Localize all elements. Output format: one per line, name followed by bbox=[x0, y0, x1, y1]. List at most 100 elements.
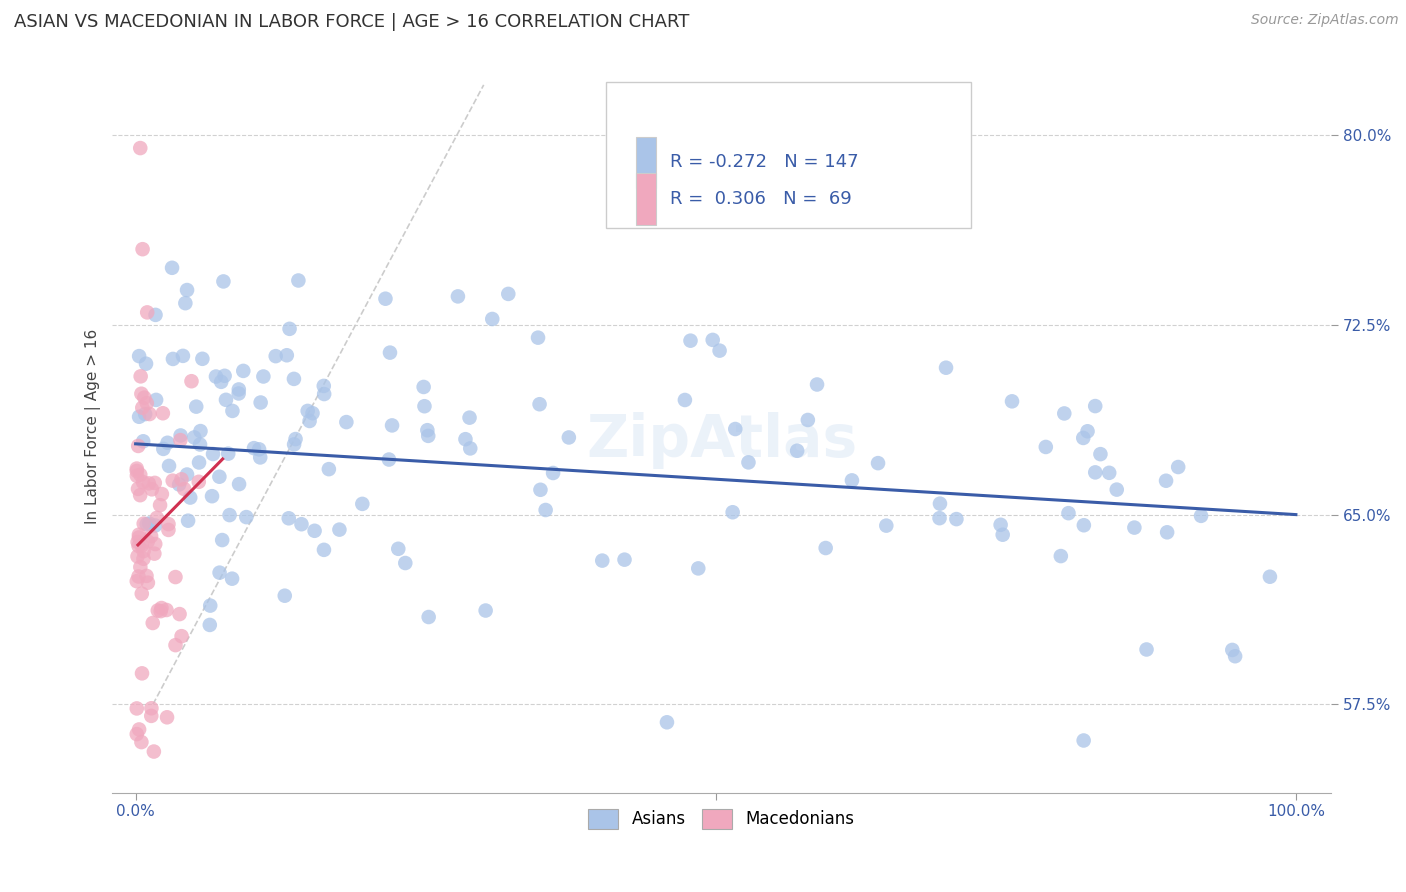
Point bbox=[418, 429, 440, 443]
Point bbox=[378, 452, 401, 467]
Point bbox=[128, 539, 150, 553]
Point bbox=[170, 472, 193, 486]
Point bbox=[228, 477, 250, 491]
Point bbox=[416, 423, 439, 437]
Point bbox=[149, 498, 172, 512]
Point bbox=[1073, 733, 1095, 747]
Point bbox=[481, 312, 503, 326]
Point bbox=[162, 351, 184, 366]
Point bbox=[135, 569, 157, 583]
Point bbox=[169, 607, 191, 621]
Point bbox=[125, 574, 148, 589]
Point bbox=[806, 377, 828, 392]
Point bbox=[412, 380, 434, 394]
Point bbox=[655, 715, 678, 730]
Point bbox=[928, 511, 950, 525]
Point bbox=[201, 489, 224, 503]
Point bbox=[318, 462, 340, 476]
Point bbox=[208, 469, 231, 483]
Point bbox=[724, 422, 747, 436]
Point bbox=[558, 430, 581, 444]
Point bbox=[138, 407, 160, 421]
Point bbox=[125, 461, 148, 475]
Point bbox=[991, 527, 1014, 541]
Point bbox=[190, 424, 212, 438]
Point bbox=[160, 260, 183, 275]
Point bbox=[165, 570, 187, 584]
Point bbox=[129, 488, 152, 502]
Point bbox=[252, 369, 274, 384]
Point bbox=[209, 375, 232, 389]
Point bbox=[413, 399, 436, 413]
Point bbox=[128, 723, 150, 737]
Point bbox=[131, 539, 153, 553]
Point bbox=[1167, 460, 1189, 475]
Point bbox=[814, 541, 837, 555]
Point bbox=[136, 534, 159, 549]
Point bbox=[1189, 508, 1212, 523]
Point bbox=[613, 552, 636, 566]
Point bbox=[180, 374, 202, 388]
Point bbox=[188, 455, 211, 469]
Point bbox=[1050, 549, 1073, 563]
Point bbox=[709, 343, 731, 358]
Point bbox=[529, 483, 551, 497]
Point bbox=[176, 283, 198, 297]
Point bbox=[841, 474, 863, 488]
Point bbox=[228, 386, 250, 401]
Point bbox=[138, 516, 160, 531]
Point bbox=[935, 360, 957, 375]
Point bbox=[132, 551, 155, 566]
Point bbox=[458, 442, 481, 456]
Point bbox=[247, 442, 270, 457]
Point bbox=[145, 308, 167, 322]
Point bbox=[394, 556, 416, 570]
Point bbox=[529, 397, 551, 411]
Point bbox=[1001, 394, 1024, 409]
Point bbox=[214, 368, 236, 383]
Point bbox=[591, 553, 613, 567]
Point bbox=[721, 505, 744, 519]
Point bbox=[797, 413, 820, 427]
Point bbox=[1098, 466, 1121, 480]
Point bbox=[134, 391, 156, 405]
Point bbox=[177, 514, 200, 528]
Point bbox=[200, 599, 222, 613]
Point bbox=[527, 331, 550, 345]
Point bbox=[138, 476, 160, 491]
Point bbox=[688, 561, 710, 575]
Point bbox=[1071, 431, 1094, 445]
Point bbox=[188, 437, 211, 451]
Point bbox=[284, 432, 307, 446]
Point bbox=[143, 475, 166, 490]
Point bbox=[187, 475, 209, 489]
Point bbox=[129, 467, 152, 482]
Point bbox=[458, 410, 481, 425]
Point bbox=[169, 428, 191, 442]
Point bbox=[447, 289, 470, 303]
Point bbox=[127, 482, 149, 496]
Point bbox=[191, 351, 214, 366]
Point bbox=[702, 333, 724, 347]
Point bbox=[132, 544, 155, 558]
Point bbox=[1090, 447, 1112, 461]
Point bbox=[1073, 518, 1095, 533]
Point bbox=[352, 497, 374, 511]
Point bbox=[125, 468, 148, 483]
Point bbox=[129, 369, 152, 384]
Point bbox=[142, 615, 165, 630]
Point bbox=[136, 575, 159, 590]
Point bbox=[150, 487, 173, 501]
Point bbox=[205, 369, 228, 384]
Point bbox=[131, 735, 153, 749]
Text: R = -0.272   N = 147: R = -0.272 N = 147 bbox=[671, 153, 859, 171]
Point bbox=[1053, 407, 1076, 421]
Point bbox=[150, 601, 173, 615]
Point bbox=[498, 286, 520, 301]
Y-axis label: In Labor Force | Age > 16: In Labor Force | Age > 16 bbox=[86, 328, 101, 524]
Point bbox=[215, 392, 238, 407]
Point bbox=[145, 392, 167, 407]
Point bbox=[232, 364, 254, 378]
Point bbox=[1123, 520, 1146, 534]
Point bbox=[235, 510, 257, 524]
